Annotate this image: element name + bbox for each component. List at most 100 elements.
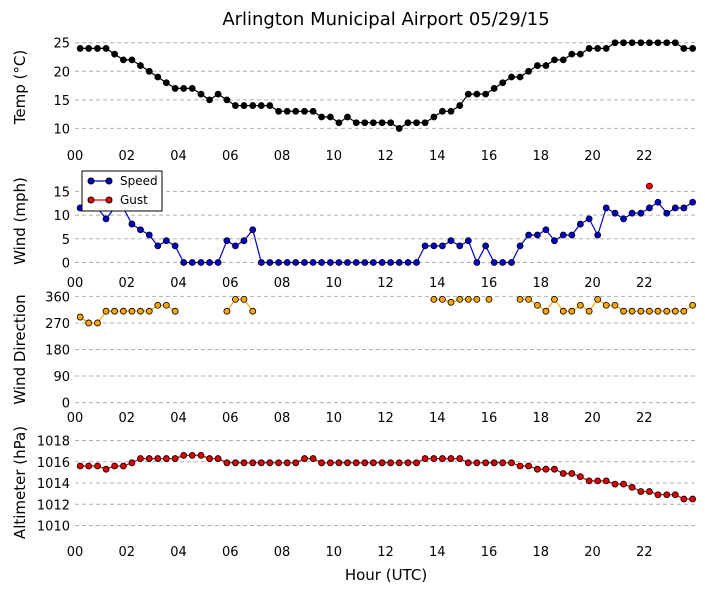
- altimeter-point: [594, 477, 602, 485]
- wind-ytick-label-0: 0: [62, 257, 70, 272]
- wind-direction-seg4-point: [680, 307, 688, 315]
- wind-speed-point: [421, 242, 429, 250]
- altimeter-point: [533, 465, 541, 473]
- wind-speed-point: [525, 231, 532, 239]
- wind-speed-point: [620, 215, 627, 223]
- altimeter-point: [128, 459, 136, 467]
- temperature-point: [671, 39, 679, 47]
- wind-speed-point: [542, 226, 550, 234]
- wind-speed-point: [654, 198, 662, 206]
- temperature-point: [188, 85, 196, 92]
- temperature-xtick-label-7: 14: [429, 149, 446, 164]
- temperature-xtick-label-11: 22: [636, 149, 653, 164]
- wind-direction-seg4-point: [551, 295, 558, 303]
- temperature-point: [292, 107, 300, 115]
- temperature-point: [352, 119, 360, 127]
- wind-speed-point: [137, 226, 144, 234]
- temperature-point: [473, 90, 481, 98]
- altimeter-point: [378, 459, 386, 467]
- altimeter-point: [568, 470, 576, 477]
- wind-xtick-label-0: 00: [67, 276, 84, 291]
- temperature-xtick-label-3: 06: [222, 149, 239, 164]
- wind-speed-point: [171, 242, 179, 250]
- altimeter-xtick-label-1: 02: [118, 545, 135, 560]
- wind-direction-seg2-point: [473, 295, 481, 303]
- altimeter-xtick-label-8: 16: [481, 545, 498, 560]
- wind_direction-xtick-label-7: 14: [429, 411, 446, 426]
- altimeter-point: [654, 491, 662, 499]
- wind_direction-ytick-label-3: 270: [45, 317, 70, 332]
- wind-speed-point: [232, 242, 239, 250]
- wind-speed-point: [102, 215, 110, 223]
- altimeter-point: [421, 455, 429, 462]
- temperature-point: [387, 119, 395, 127]
- altimeter-point: [223, 459, 231, 467]
- temperature-point: [369, 119, 377, 127]
- altimeter-xtick-label-11: 22: [636, 545, 653, 560]
- altimeter-point: [439, 455, 446, 462]
- wind-speed-point: [162, 237, 170, 245]
- altimeter-point: [369, 459, 377, 467]
- temperature-point: [344, 113, 351, 121]
- temperature-point: [646, 39, 653, 47]
- temperature-point: [326, 113, 334, 121]
- temperature-point: [482, 90, 490, 98]
- wind-speed-point: [206, 259, 213, 266]
- altimeter-point: [404, 459, 412, 467]
- wind-direction-seg4-point: [654, 307, 662, 315]
- altimeter-xtick-label-10: 20: [584, 545, 601, 560]
- wind-speed-point: [447, 237, 455, 245]
- wind-speed-point: [508, 259, 515, 266]
- temperature-point: [257, 102, 265, 109]
- wind-direction-seg4-point: [602, 301, 610, 309]
- altimeter-point: [188, 451, 196, 459]
- altimeter-point: [473, 459, 481, 467]
- altimeter-point: [395, 459, 403, 467]
- legend-box: [81, 170, 163, 212]
- legend-gust-marker: [87, 196, 95, 204]
- altimeter-point: [137, 455, 144, 462]
- wind-direction-seg4-point: [646, 307, 653, 315]
- altimeter-xtick-label-0: 00: [67, 545, 84, 560]
- wind-speed-point: [533, 231, 541, 239]
- altimeter-point: [620, 480, 627, 488]
- wind-speed-point: [559, 231, 567, 239]
- wind-direction-seg4-point: [663, 307, 671, 315]
- altimeter-point: [602, 477, 610, 485]
- wind-speed-point: [249, 226, 257, 234]
- wind-direction-seg4-point: [611, 301, 619, 309]
- wind-speed-point: [223, 237, 231, 245]
- altimeter-point: [275, 459, 283, 467]
- wind-speed-point: [344, 259, 351, 266]
- wind-direction-seg0-point: [102, 307, 110, 315]
- altimeter-point: [266, 459, 274, 467]
- temperature-point: [335, 119, 343, 127]
- wind-speed-point: [154, 242, 162, 250]
- altimeter-ytick-label-3: 1016: [37, 456, 70, 471]
- wind-xtick-label-3: 06: [222, 276, 239, 291]
- temperature-point: [162, 79, 170, 87]
- wind-direction-seg2-point: [464, 295, 472, 303]
- temperature-point: [490, 85, 498, 92]
- altimeter-point: [344, 459, 351, 467]
- wind-xtick-label-11: 22: [636, 276, 653, 291]
- wind-speed-point: [275, 259, 283, 266]
- altimeter-point: [309, 455, 317, 462]
- temperature-point: [102, 45, 110, 52]
- temperature-point: [430, 113, 438, 121]
- altimeter-point: [318, 459, 325, 467]
- wind-speed-point: [214, 259, 222, 266]
- altimeter-point: [464, 459, 472, 467]
- wind-speed-point: [387, 259, 395, 266]
- wind-direction-seg0-point: [111, 307, 118, 315]
- wind-direction-seg4-point: [637, 307, 645, 315]
- wind-direction-seg4-point: [559, 307, 567, 315]
- altimeter-point: [119, 462, 127, 470]
- wind-xtick-label-2: 04: [170, 276, 187, 291]
- wind-xtick-label-1: 02: [118, 276, 135, 291]
- wind_direction-xtick-label-5: 10: [325, 411, 342, 426]
- wind-speed-point: [145, 231, 153, 239]
- wind-direction-seg4-point: [533, 301, 541, 309]
- wind-speed-point: [240, 237, 248, 245]
